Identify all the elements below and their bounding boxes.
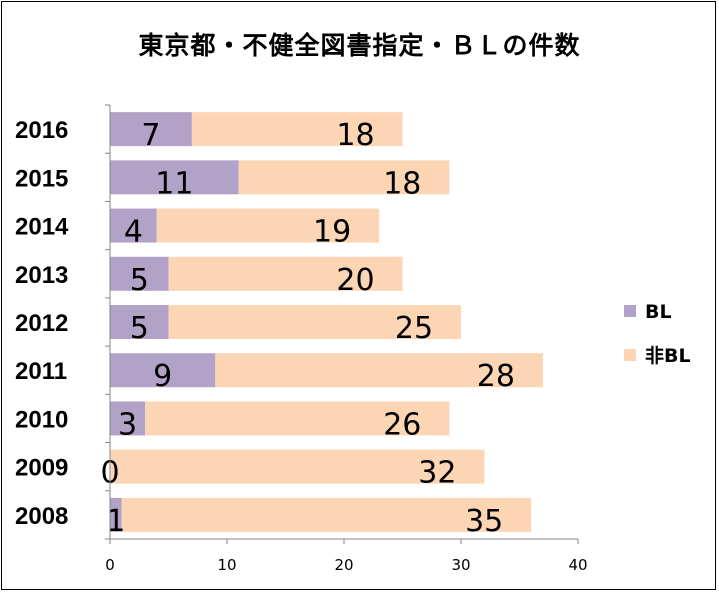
legend-label-0: BL (645, 301, 672, 323)
value-label-non-bl-2010: 26 (383, 407, 421, 442)
value-label-non-bl-2012: 25 (395, 311, 433, 346)
bar-non-bl-2016 (191, 112, 403, 147)
category-label-2014: 2014 (15, 214, 69, 241)
value-label-non-bl-2008: 35 (465, 504, 503, 539)
x-axis: 0 10 20 30 40 (105, 104, 588, 574)
category-labels: 2016 2015 2014 2013 2012 2011 2010 2009 2008 (15, 117, 69, 530)
bar-non-bl-2014 (156, 208, 380, 243)
bar-non-bl-2013 (168, 256, 403, 291)
bar-bl-2012 (110, 305, 169, 339)
bar-bl-2015 (110, 160, 239, 195)
value-label-non-bl-2009: 32 (418, 456, 456, 491)
category-label-2015: 2015 (15, 165, 68, 192)
value-label-non-bl-2015: 18 (383, 166, 421, 201)
bar-bl-2008 (110, 497, 122, 532)
chart-title: 東京都・不健全図書指定・ＢＬの件数 (138, 31, 581, 60)
value-label-bl-2010: 3 (118, 407, 137, 442)
bar-non-bl-2008 (121, 497, 532, 532)
value-label-bl-2015: 11 (155, 166, 193, 201)
value-label-non-bl-2013: 20 (336, 263, 374, 298)
category-label-2010: 2010 (15, 406, 68, 433)
x-tick-label-30: 30 (451, 556, 470, 574)
x-tick-label-20: 20 (334, 556, 353, 574)
x-tick-label-40: 40 (568, 556, 587, 574)
bar-bl-2013 (110, 256, 169, 291)
category-label-2009: 2009 (15, 455, 68, 482)
value-label-non-bl-2014: 19 (313, 215, 351, 250)
category-label-2013: 2013 (15, 262, 68, 289)
legend-swatch-1 (624, 349, 636, 361)
value-label-bl-2013: 5 (130, 263, 149, 298)
x-tick-label-10: 10 (217, 556, 236, 574)
bar-bl-2016 (110, 112, 192, 147)
value-label-bl-2008: 1 (106, 504, 125, 539)
bars-layer (110, 112, 543, 532)
category-label-2008: 2008 (15, 503, 68, 530)
category-label-2012: 2012 (15, 310, 68, 337)
bar-bl-2014 (110, 208, 157, 243)
bar-non-bl-2009 (110, 449, 485, 484)
x-tick-label-0: 0 (105, 556, 115, 574)
value-label-non-bl-2016: 18 (336, 118, 374, 153)
value-label-bl-2016: 7 (141, 118, 160, 153)
bar-non-bl-2012 (168, 305, 461, 339)
bar-bl-2011 (110, 353, 216, 388)
bar-bl-2010 (110, 401, 146, 436)
legend-label-1: 非BL (645, 345, 691, 367)
bar-non-bl-2015 (238, 160, 450, 195)
bar-non-bl-2011 (215, 353, 543, 388)
value-label-non-bl-2011: 28 (477, 359, 515, 394)
value-label-bl-2014: 4 (124, 215, 143, 250)
legend-swatch-0 (624, 305, 636, 317)
legend: BL 非BL (624, 301, 691, 367)
category-label-2011: 2011 (15, 358, 67, 385)
value-label-bl-2012: 5 (130, 311, 149, 346)
value-label-bl-2011: 9 (153, 359, 172, 394)
category-label-2016: 2016 (15, 117, 68, 144)
bar-non-bl-2010 (145, 401, 450, 436)
